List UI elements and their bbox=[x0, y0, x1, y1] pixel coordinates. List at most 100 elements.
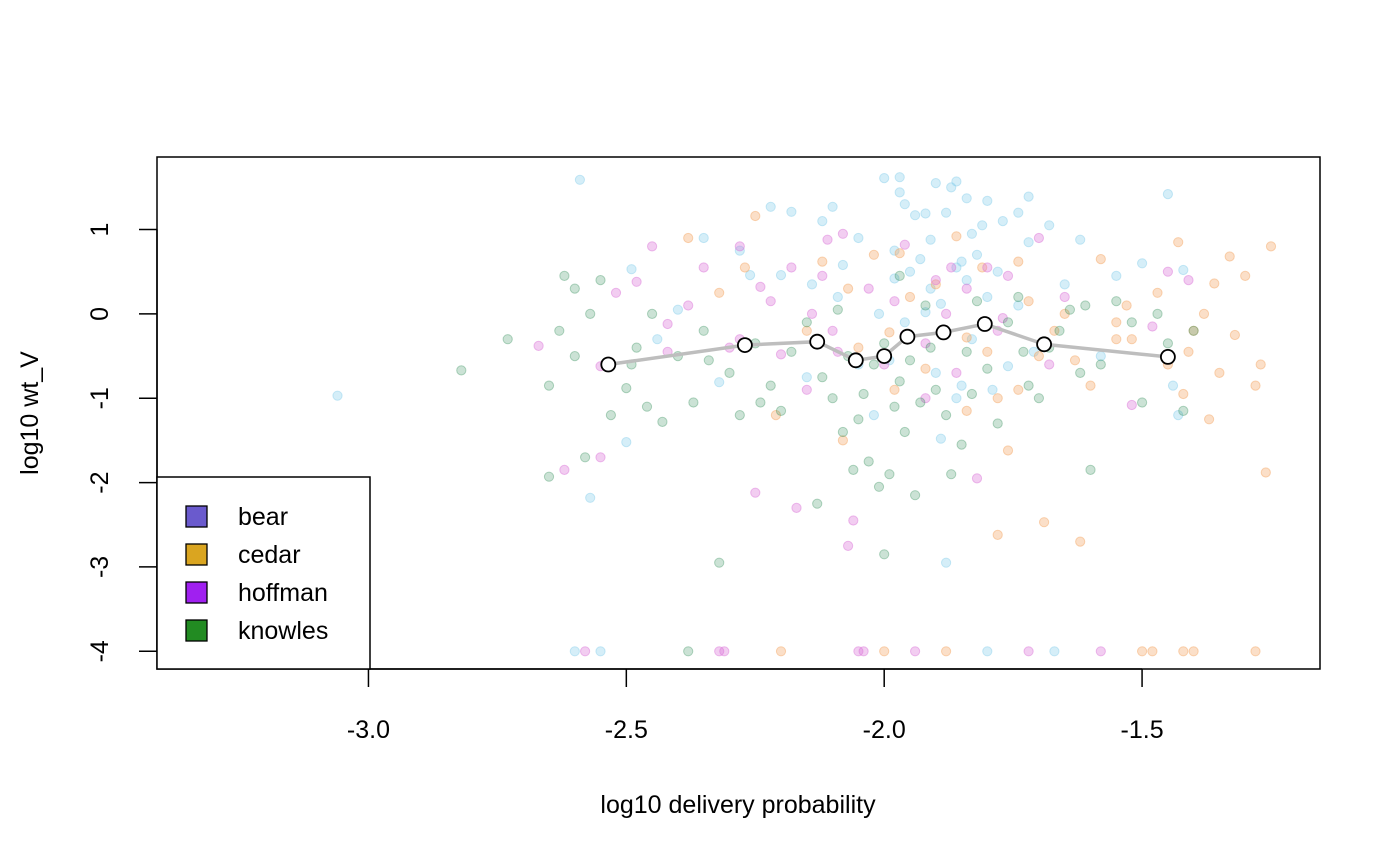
data-point-knowles bbox=[631, 342, 642, 353]
data-point-bear bbox=[997, 216, 1008, 227]
data-point-bear bbox=[966, 228, 978, 239]
data-point-bear bbox=[910, 210, 921, 221]
trend-marker bbox=[1036, 336, 1052, 353]
data-point-bear bbox=[621, 437, 632, 448]
legend-label-cedar: cedar bbox=[238, 541, 301, 569]
data-point-knowles bbox=[1178, 405, 1189, 416]
data-point-cedar bbox=[1260, 467, 1271, 478]
data-point-bear bbox=[894, 172, 905, 183]
data-point-bear bbox=[889, 245, 900, 256]
data-point-cedar bbox=[1209, 278, 1220, 289]
data-point-bear bbox=[925, 283, 936, 294]
data-point-knowles bbox=[543, 380, 555, 391]
trend-marker bbox=[876, 348, 893, 365]
data-point-bear bbox=[889, 273, 900, 284]
data-point-cedar bbox=[1121, 300, 1132, 311]
trend-line bbox=[608, 322, 1169, 367]
data-point-cedar bbox=[1095, 254, 1106, 265]
legend-label-knowles: knowles bbox=[238, 617, 328, 645]
data-point-bear bbox=[827, 201, 838, 212]
data-point-knowles bbox=[837, 426, 849, 438]
data-point-hoffman bbox=[1002, 270, 1014, 281]
data-point-knowles bbox=[1013, 291, 1024, 303]
data-point-cedar bbox=[920, 363, 931, 374]
data-point-knowles bbox=[786, 346, 797, 357]
data-point-hoffman bbox=[951, 367, 962, 378]
data-point-knowles bbox=[858, 388, 869, 400]
data-point-hoffman bbox=[1095, 646, 1106, 657]
data-point-cedar bbox=[1039, 517, 1050, 528]
data-point-bear bbox=[966, 334, 978, 345]
data-point-bear bbox=[837, 259, 849, 271]
data-point-knowles bbox=[595, 275, 606, 286]
data-point-cedar bbox=[1265, 241, 1277, 252]
data-point-knowles bbox=[946, 469, 957, 480]
data-point-cedar bbox=[775, 646, 787, 657]
data-point-hoffman bbox=[755, 281, 766, 292]
trend-marker bbox=[899, 328, 916, 345]
data-point-knowles bbox=[580, 452, 591, 463]
data-point-cedar bbox=[1147, 646, 1158, 657]
data-point-cedar bbox=[750, 210, 761, 222]
data-point-cedar bbox=[977, 262, 988, 273]
data-point-cedar bbox=[853, 342, 864, 353]
data-point-bear bbox=[961, 275, 972, 286]
x-axis-title: log10 delivery probability bbox=[600, 791, 876, 819]
y-tick-label: -4 bbox=[86, 640, 114, 662]
y-tick-label: 0 bbox=[86, 307, 114, 321]
data-point-bear bbox=[801, 372, 812, 383]
data-point-bear bbox=[956, 256, 967, 267]
data-point-knowles bbox=[724, 367, 735, 378]
data-point-cedar bbox=[1033, 351, 1045, 362]
data-point-cedar bbox=[992, 529, 1003, 541]
data-point-bear bbox=[982, 195, 993, 206]
data-point-knowles bbox=[647, 308, 658, 319]
y-tick-label: 1 bbox=[86, 223, 114, 237]
data-point-cedar bbox=[1013, 384, 1024, 395]
data-point-hoffman bbox=[827, 325, 838, 336]
data-point-knowles bbox=[817, 372, 828, 383]
data-point-knowles bbox=[1075, 367, 1086, 378]
data-point-hoffman bbox=[1033, 232, 1045, 244]
data-point-bear bbox=[1111, 270, 1122, 281]
data-point-hoffman bbox=[698, 262, 709, 273]
data-point-cedar bbox=[1059, 308, 1070, 319]
data-point-hoffman bbox=[982, 262, 993, 273]
trend-layer bbox=[600, 316, 1176, 373]
data-point-cedar bbox=[1111, 317, 1122, 328]
data-point-knowles bbox=[543, 471, 555, 482]
data-point-cedar bbox=[894, 248, 905, 259]
data-point-cedar bbox=[714, 287, 725, 298]
data-point-knowles bbox=[827, 393, 838, 404]
data-point-hoffman bbox=[920, 393, 931, 404]
data-point-bear bbox=[1095, 351, 1106, 362]
data-point-bear bbox=[1059, 279, 1070, 290]
data-point-cedar bbox=[961, 405, 972, 416]
data-point-knowles bbox=[971, 296, 983, 307]
data-point-bear bbox=[1023, 191, 1034, 202]
data-point-hoffman bbox=[817, 270, 828, 281]
x-tick-label: -1.5 bbox=[1121, 716, 1164, 744]
data-point-knowles bbox=[605, 410, 617, 421]
data-point-bear bbox=[806, 279, 818, 290]
data-point-knowles bbox=[863, 456, 874, 467]
data-point-bear bbox=[1167, 380, 1179, 391]
data-point-knowles bbox=[621, 383, 632, 394]
x-tick-label: -2.5 bbox=[605, 716, 648, 744]
data-point-cedar bbox=[889, 384, 900, 395]
data-point-hoffman bbox=[920, 338, 931, 349]
y-axis: 1 0 -1 -2 -3 -4 bbox=[86, 223, 158, 662]
data-point-cedar bbox=[951, 231, 962, 242]
y-axis-title: log10 wt_V bbox=[16, 351, 44, 475]
data-point-knowles bbox=[688, 397, 699, 408]
data-point-bear bbox=[873, 308, 885, 319]
data-point-bear bbox=[925, 234, 936, 245]
legend-swatch-bear bbox=[185, 505, 208, 528]
data-point-bear bbox=[935, 298, 947, 309]
data-point-knowles bbox=[683, 646, 694, 657]
data-point-bear bbox=[745, 270, 756, 281]
data-point-knowles bbox=[853, 414, 864, 425]
data-point-bear bbox=[652, 334, 663, 345]
data-point-bear bbox=[920, 208, 931, 219]
